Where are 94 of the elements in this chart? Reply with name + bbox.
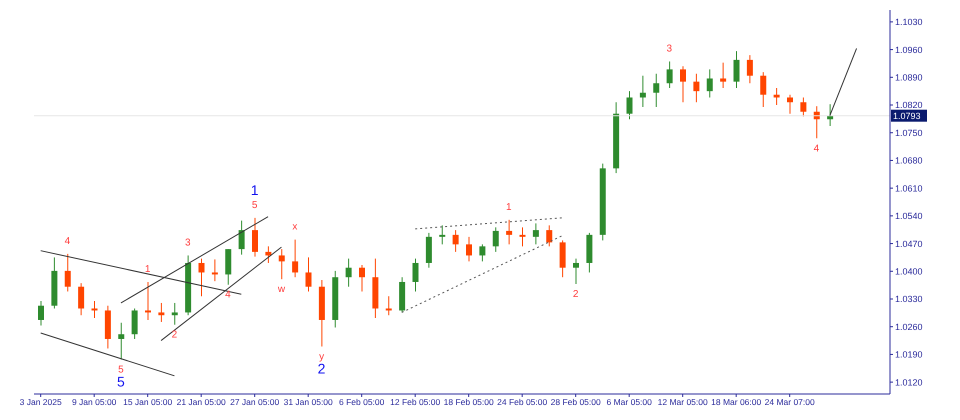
annotation: 2 — [318, 360, 326, 376]
candlestick — [827, 104, 834, 126]
annotation: 4 — [225, 290, 232, 301]
candlestick — [158, 302, 164, 322]
candlestick — [787, 94, 793, 114]
x-tick-label: 28 Feb 05:00 — [550, 397, 601, 408]
annotation: x — [292, 222, 298, 233]
annotation: 4 — [64, 236, 71, 247]
candlestick — [212, 258, 218, 282]
candlestick — [78, 282, 84, 316]
candlestick — [238, 220, 245, 256]
candlestick — [746, 54, 753, 84]
candlestick — [466, 236, 472, 262]
y-tick-label: 1.0190 — [895, 350, 923, 360]
candlestick — [252, 217, 258, 258]
annotation: 1 — [250, 182, 259, 198]
candlestick — [640, 75, 646, 108]
candlestick — [479, 244, 486, 262]
x-tick-label: 6 Feb 05:00 — [339, 397, 385, 408]
candlestick — [439, 224, 446, 245]
y-tick-label: 1.0470 — [895, 238, 923, 249]
candlestick — [292, 239, 298, 278]
annotation: 2 — [572, 288, 579, 300]
candlestick — [386, 296, 392, 316]
x-tick-label: 15 Jan 05:00 — [123, 397, 173, 408]
ref-line-label: 1.0793 — [893, 111, 921, 122]
candlestick — [145, 281, 151, 320]
x-tick-label: 9 Jan 05:00 — [72, 397, 117, 408]
y-tick-label: 1.0400 — [895, 266, 923, 276]
candlestick — [734, 50, 740, 88]
candlestick — [118, 322, 124, 360]
candlestick — [680, 66, 686, 103]
x-tick-label: 12 Feb 05:00 — [390, 397, 440, 408]
y-tick-label: 1.0540 — [895, 211, 923, 222]
x-tick-label: 18 Mar 06:00 — [711, 397, 762, 408]
candlestick — [573, 258, 579, 284]
candlestick — [265, 246, 272, 264]
candlestick — [359, 264, 365, 292]
candlestick — [814, 106, 820, 139]
candlestick — [38, 300, 44, 326]
candlestick — [198, 258, 204, 297]
candlestick — [172, 302, 178, 326]
x-tick-label: 21 Jan 05:00 — [176, 397, 226, 408]
y-tick-label: 1.0750 — [895, 128, 923, 138]
candlestick — [626, 90, 632, 120]
x-tick-label: 18 Feb 05:00 — [444, 397, 494, 408]
y-tick-label: 1.0330 — [895, 294, 923, 304]
candlestick — [532, 222, 539, 245]
candlestick — [132, 308, 138, 340]
candlestick — [452, 230, 459, 252]
candlestick — [666, 60, 673, 88]
annotation: 4 — [814, 143, 820, 154]
candlestick — [506, 219, 512, 245]
annotation: w — [276, 284, 286, 296]
y-tick-label: 1.0820 — [895, 100, 923, 110]
x-tick-label: 12 Mar 05:00 — [658, 397, 708, 408]
y-tick-label: 1.0960 — [895, 44, 923, 55]
candlestick — [720, 62, 726, 88]
annotation: y — [319, 351, 324, 362]
y-tick-label: 1.0890 — [895, 72, 923, 82]
candlestick — [278, 248, 285, 280]
x-tick-label: 6 Mar 05:00 — [606, 397, 652, 408]
y-tick-label: 1.1030 — [895, 17, 923, 28]
x-tick-label: 24 Feb 05:00 — [497, 397, 548, 408]
candlestick — [774, 87, 780, 106]
x-tick-label: 27 Jan 05:00 — [230, 397, 280, 408]
candlestick — [653, 73, 660, 108]
x-tick-label: 31 Jan 05:00 — [284, 397, 334, 408]
y-tick-label: 1.0120 — [895, 377, 923, 388]
candlestick — [520, 226, 526, 247]
annotation: 2 — [172, 330, 178, 341]
candlestick — [706, 68, 713, 98]
annotation: 5 — [252, 200, 258, 211]
candlestick — [306, 256, 312, 292]
annotation: 5 — [118, 364, 124, 376]
candlestick — [64, 253, 71, 292]
annotation: 5 — [117, 374, 126, 390]
candlestick — [92, 300, 98, 318]
candlestick — [412, 258, 418, 292]
candlestick — [346, 258, 352, 288]
candlestick — [546, 224, 552, 247]
y-tick-label: 1.0260 — [895, 322, 923, 332]
candlestick — [760, 72, 766, 108]
candlestick — [800, 96, 806, 117]
annotation: 1 — [506, 202, 512, 213]
annotation: 3 — [185, 237, 192, 248]
candlestick — [693, 73, 700, 103]
y-tick-label: 1.0680 — [895, 156, 923, 166]
candlestick — [492, 226, 499, 252]
x-tick-label: 24 Mar 07:00 — [764, 397, 815, 408]
y-tick-label: 1.0610 — [895, 183, 923, 194]
x-tick-label: 3 Jan 2025 — [20, 397, 62, 408]
annotation: 1 — [144, 264, 151, 275]
annotation: 3 — [666, 43, 673, 54]
